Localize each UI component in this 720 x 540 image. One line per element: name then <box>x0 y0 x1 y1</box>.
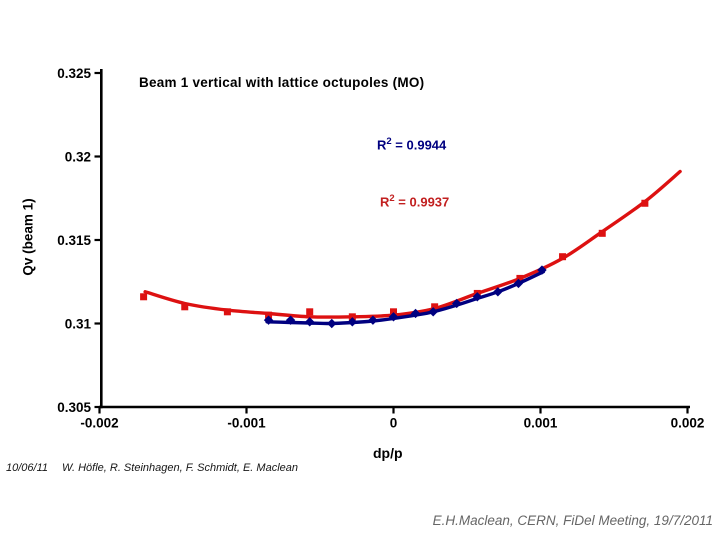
data-point-red-squares <box>223 308 231 316</box>
credit-line: E.H.Maclean, CERN, FiDel Meeting, 19/7/2… <box>432 513 713 528</box>
y-tick-label: 0.32 <box>65 149 91 164</box>
data-point-blue-diamonds <box>452 298 462 309</box>
x-tick-label: -0.002 <box>80 416 118 431</box>
data-point-blue-diamonds <box>263 315 274 325</box>
data-point-blue-diamonds <box>305 317 315 327</box>
y-tick-label: 0.31 <box>65 316 92 331</box>
x-tick-label: 0.001 <box>524 416 558 431</box>
data-point-red-squares <box>641 199 649 207</box>
x-tick-label: 0 <box>390 416 398 431</box>
r2-red-value: = 0.9937 <box>394 194 450 210</box>
r2-annotation-blue: R2 = 0.9944 <box>377 136 446 152</box>
footer-authors: W. Höfle, R. Steinhagen, F. Schmidt, E. … <box>62 462 298 474</box>
data-point-red-squares <box>181 303 189 311</box>
r2-red-prefix: R <box>380 194 390 210</box>
data-point-blue-diamonds <box>537 265 547 275</box>
data-point-blue-diamonds <box>388 312 399 322</box>
data-point-blue-diamonds <box>493 287 503 297</box>
data-point-blue-diamonds <box>428 307 438 317</box>
data-point-blue-diamonds <box>410 308 421 319</box>
y-tick-label: 0.325 <box>57 66 91 81</box>
r2-red-superscript: 2 <box>389 193 395 204</box>
data-point-blue-diamonds <box>368 315 378 325</box>
data-point-red-squares <box>306 308 314 316</box>
data-point-blue-diamonds <box>472 292 482 302</box>
y-tick-label: 0.315 <box>57 233 91 248</box>
data-point-red-squares <box>390 308 397 316</box>
x-axis-title: dp/p <box>373 445 403 461</box>
data-point-blue-diamonds <box>327 318 337 329</box>
data-point-red-squares <box>140 293 148 301</box>
data-point-blue-diamonds <box>347 317 358 327</box>
data-point-red-squares <box>516 274 524 282</box>
data-point-blue-diamonds <box>285 315 296 325</box>
data-point-blue-diamonds <box>513 278 524 289</box>
data-point-red-squares <box>265 311 273 319</box>
y-tick-label: 0.305 <box>57 400 91 415</box>
r2-blue-prefix: R <box>377 137 387 153</box>
x-tick-label: 0.002 <box>671 416 705 431</box>
chart-title: Beam 1 vertical with lattice octupoles (… <box>139 75 425 90</box>
data-point-red-squares <box>598 229 606 237</box>
data-point-red-squares <box>559 253 567 261</box>
data-point-red-squares <box>348 313 356 321</box>
y-axis-title: Qv (beam 1) <box>20 198 36 276</box>
r2-blue-value: = 0.9944 <box>391 137 447 153</box>
data-point-red-squares <box>431 303 439 311</box>
x-tick-label: -0.001 <box>227 416 266 431</box>
r2-blue-superscript: 2 <box>386 136 392 147</box>
footer-date: 10/06/11 <box>6 462 49 474</box>
r2-annotation-red: R2 = 0.9937 <box>380 193 449 209</box>
